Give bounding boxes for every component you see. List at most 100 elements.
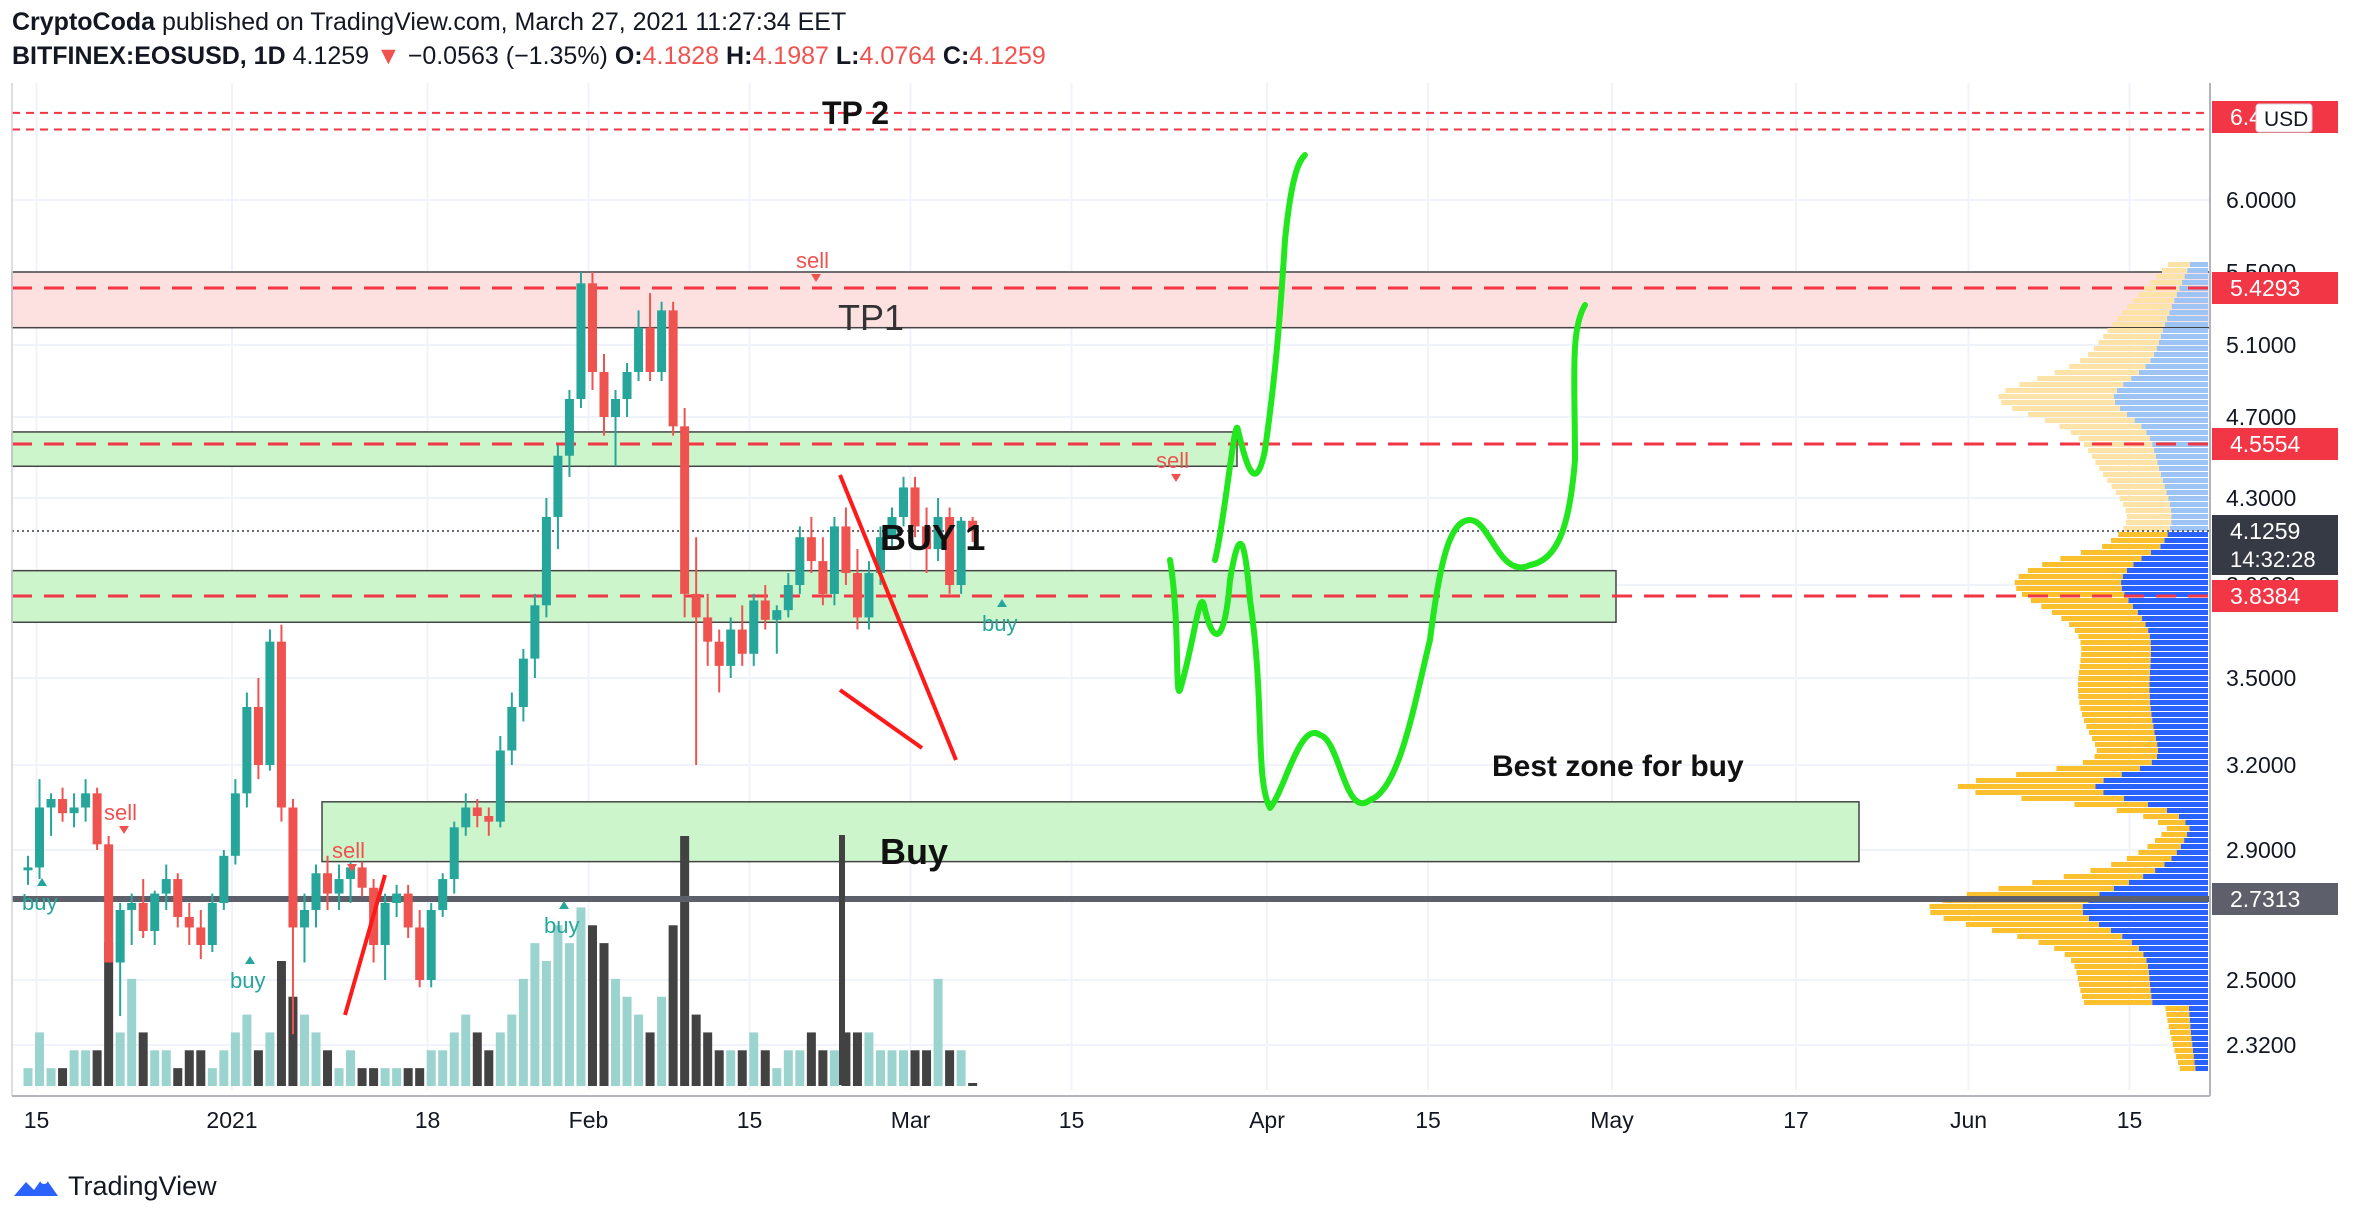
candle [668,301,678,436]
volume-profile-bar [2077,976,2150,981]
candle [253,678,263,780]
volume-profile-bar [2078,670,2150,675]
volume-profile-bar [2157,460,2208,465]
volume-profile-bar [2157,820,2186,825]
y-tick-label: 4.3000 [2226,485,2296,511]
volume-bar [276,961,286,1086]
volume-profile-bar [2161,268,2188,273]
volume-bar [968,1083,978,1086]
countdown-label: 14:32:28 [2230,547,2316,572]
candle-body [760,600,770,620]
candle-body [714,641,724,666]
candle [714,629,724,693]
volume-profile-bar [2146,958,2208,963]
price-label-box [2212,515,2338,575]
volume-profile-bar [2113,394,2208,399]
volume-profile-bar [2016,772,2122,777]
candle [92,787,102,850]
sell-signal-label: sell [332,838,365,863]
volume-profile-bar [2155,868,2208,873]
author-name[interactable]: CryptoCoda [12,8,156,36]
volume-bar [899,1050,909,1086]
candle-body [657,310,667,372]
tradingview-brand[interactable]: TradingView [12,1166,217,1206]
volume-profile-bar [2149,676,2208,681]
candle [737,605,747,666]
volume-bar [760,1050,770,1086]
y-tick-label: 6.0000 [2226,187,2296,213]
tp1-label: TP1 [838,297,904,338]
candle-body [357,867,367,888]
candle [334,864,344,910]
volume-profile-bar [2150,646,2208,651]
open-label: O: [614,42,643,70]
volume-bar [634,1014,644,1086]
volume-bar [219,1050,229,1086]
volume-bar [806,1032,816,1086]
volume-profile-bar [2150,700,2208,705]
volume-bar [369,1068,379,1086]
candle [127,893,137,945]
volume-profile-bar [2102,544,2161,549]
candle-body [726,629,736,666]
green-projection-path-1 [1167,302,1588,811]
volume-profile-bar [2165,1006,2189,1011]
candle-body [530,605,540,659]
volume-bar [922,1050,932,1086]
volume-profile-bar [2027,568,2127,573]
candle-body [438,879,448,910]
candle [645,293,655,381]
volume-bar [507,1014,517,1086]
candle [311,864,321,928]
x-tick-label: 15 [1059,1107,1085,1133]
candle [841,507,851,585]
volume-profile-bar [2094,754,2157,759]
volume-profile-bar [2054,370,2139,375]
candle [772,605,782,654]
volume-bar [680,836,690,1086]
volume-profile-bar [2098,340,2159,345]
volume-profile-bar [2178,814,2208,819]
volume-profile-bar [2099,922,2208,927]
volume-profile-bar [2082,904,2208,909]
candle [680,408,690,618]
volume-profile-bar [2087,352,2154,357]
volume-profile-bar [2095,460,2158,465]
candle [299,893,309,963]
red-wedge-line-upper [838,474,958,761]
volume-profile-bar [2149,976,2208,981]
volume-profile-bar [2142,616,2208,621]
volume-profile-bar [2156,346,2208,351]
volume-profile-bar [2103,334,2161,339]
volume-profile-bar [2083,718,2153,723]
x-tick-label: 15 [1415,1107,1441,1133]
volume-profile-bar [2116,808,2167,813]
volume-profile-bar [2154,730,2208,735]
volume-profile-bar [2156,754,2208,759]
volume-bar [622,996,632,1086]
volume-profile-bar [2044,418,2135,423]
currency-label: USD [2264,108,2308,131]
volume-profile-bar [2171,856,2208,861]
candle [795,526,805,594]
volume-profile-bar [2192,1042,2208,1047]
volume-profile-bar [2168,1024,2191,1029]
symbol-name[interactable]: BITFINEX:EOSUSD, 1D [12,42,286,70]
tp2-label: TP 2 [822,95,889,131]
volume-profile-bar [2099,466,2160,471]
volume-profile-bar [2069,622,2146,627]
currency-button[interactable] [2255,103,2313,133]
volume-profile-bar [2188,1006,2208,1011]
volume-profile-bar [2124,796,2208,801]
volume-profile-bar [2145,622,2208,627]
volume-profile-bar [2150,706,2208,711]
volume-profile-bar [2167,316,2208,321]
sell-signal-label: sell [104,800,137,825]
triangle-down-icon [811,274,821,282]
sell-signal-label: sell [796,248,829,273]
volume-profile-bar [2082,712,2152,717]
candle-body [749,600,759,654]
volume-profile-bar [2079,700,2151,705]
volume-profile-bar [2167,1018,2190,1023]
